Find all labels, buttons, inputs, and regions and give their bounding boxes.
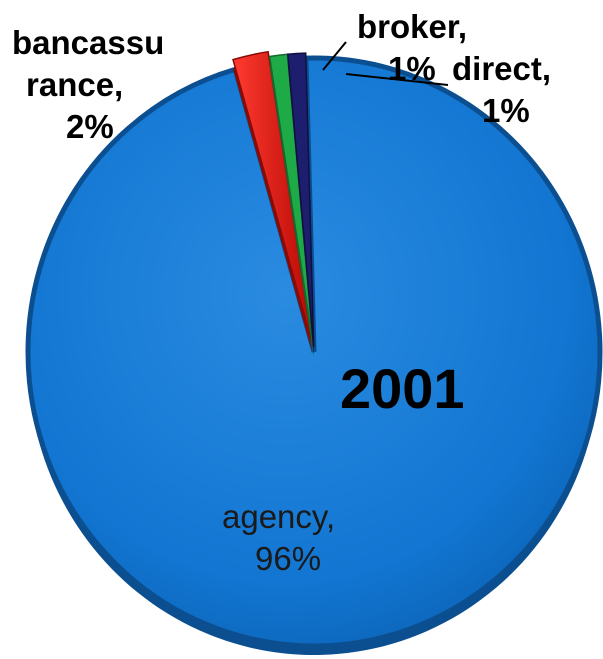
- direct-leader-line: [345, 73, 449, 86]
- pie-slice-agency: [25, 55, 603, 649]
- broker-label-line-2: 1%: [388, 50, 436, 87]
- broker-leader-line: [322, 41, 347, 71]
- pie-slice-bancassurance: [232, 50, 313, 343]
- agency-label-line-2: 96%: [255, 540, 321, 577]
- direct-label-line-2: 1%: [482, 92, 530, 129]
- direct-label-line-1: direct,: [452, 50, 551, 87]
- bancassurance-label-line-2: rance,: [26, 66, 123, 103]
- broker-label: broker, 1%: [357, 8, 476, 87]
- broker-label-line-1: broker,: [357, 8, 467, 45]
- bancassurance-label-line-1: bancassu: [12, 24, 164, 61]
- pie-slice-broker-side: [269, 63, 314, 357]
- bancassurance-label: bancassu rance, 2%: [12, 24, 173, 145]
- agency-label: agency, 96%: [222, 498, 344, 577]
- pie-slice-direct: [286, 52, 315, 348]
- bancassurance-label-line-3: 2%: [66, 108, 114, 145]
- slices-layer: [25, 50, 603, 655]
- direct-label: direct, 1%: [452, 50, 560, 129]
- chart-title: 2001: [340, 357, 465, 420]
- agency-label-line-1: agency,: [222, 498, 335, 535]
- pie-slice-bancassurance-side: [233, 60, 312, 352]
